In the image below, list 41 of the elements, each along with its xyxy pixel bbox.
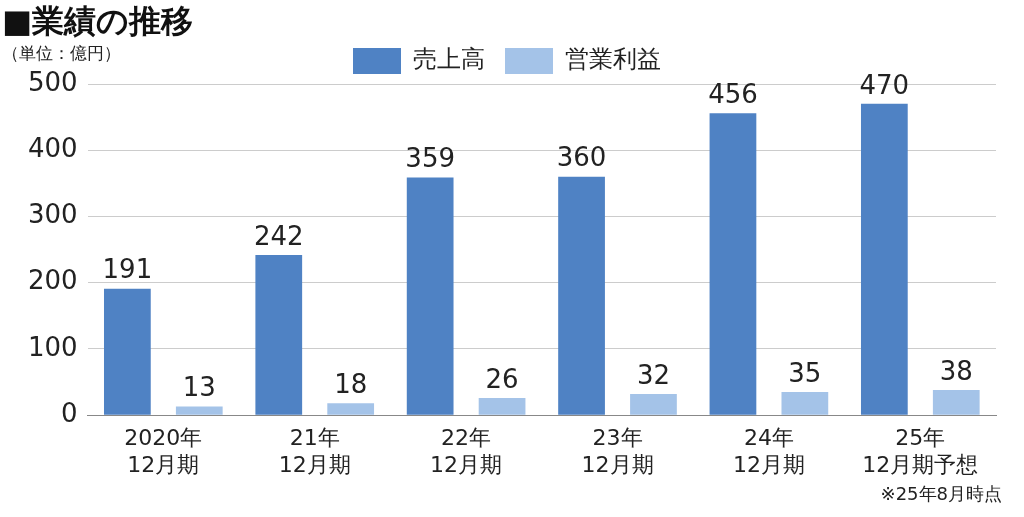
x-tick-label: 24年 12月期 xyxy=(732,425,805,477)
bar xyxy=(630,394,677,415)
bar xyxy=(175,406,223,415)
data-label: 360 xyxy=(556,142,607,173)
bar xyxy=(709,113,757,415)
y-tick-label: 100 xyxy=(27,331,78,362)
chart-subtitle: （単位：億円） xyxy=(2,42,121,65)
data-label: 13 xyxy=(182,372,216,403)
bar xyxy=(104,288,151,415)
x-tick-label: 2020年 12月期 xyxy=(124,425,203,477)
data-label: 32 xyxy=(636,359,671,390)
x-tick-label: 21年 12月期 xyxy=(278,425,351,477)
y-tick-label: 400 xyxy=(27,132,78,163)
x-tick-label: 22年 12月期 xyxy=(430,425,503,477)
x-tick-label: 25年 12月期予想 xyxy=(862,425,979,477)
bar xyxy=(406,177,454,415)
data-label: 38 xyxy=(939,355,973,386)
data-label: 18 xyxy=(334,369,368,400)
bar xyxy=(327,403,375,415)
bar xyxy=(478,397,526,415)
data-label: 191 xyxy=(102,254,153,285)
legend-label: 営業利益 xyxy=(565,45,661,74)
legend-label: 売上高 xyxy=(413,45,485,74)
data-label: 470 xyxy=(859,69,910,100)
bar xyxy=(932,390,980,415)
bar xyxy=(558,176,605,415)
chart-title: ■業績の推移 xyxy=(2,1,194,42)
data-label: 456 xyxy=(708,78,758,109)
y-tick-label: 300 xyxy=(27,199,78,230)
bar xyxy=(781,392,829,415)
data-label: 26 xyxy=(485,363,519,394)
bar xyxy=(860,103,908,415)
y-tick-label: 200 xyxy=(27,265,78,296)
y-tick-label: 0 xyxy=(61,397,78,428)
x-tick-label: 23年 12月期 xyxy=(581,425,654,477)
data-label: 242 xyxy=(253,220,304,251)
text: ※25年8月時点 xyxy=(880,482,1002,506)
data-label: 359 xyxy=(405,143,455,174)
bar xyxy=(255,254,303,415)
y-tick-label: 500 xyxy=(27,66,78,97)
data-label: 35 xyxy=(788,357,822,388)
